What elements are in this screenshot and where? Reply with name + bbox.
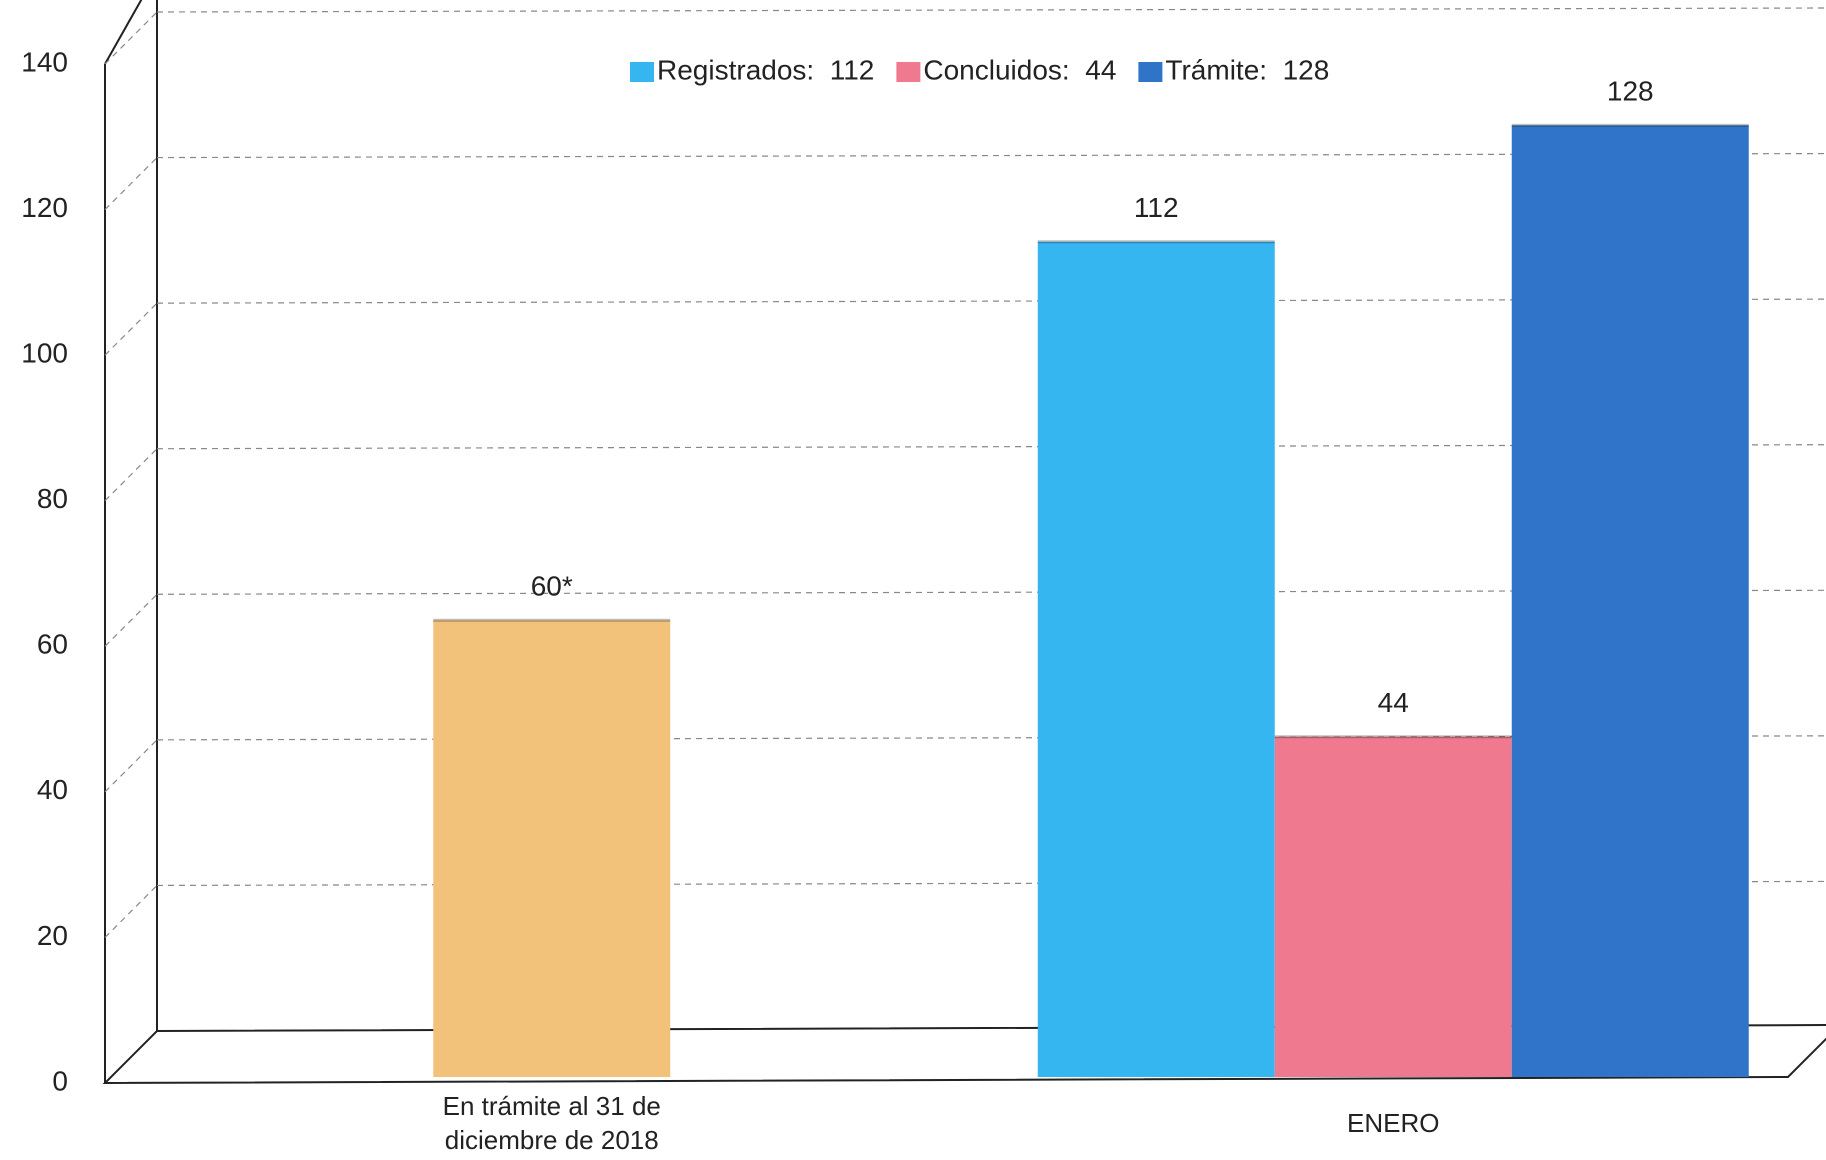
grid-depth-line [104, 11, 158, 65]
y-tick-label: 120 [21, 192, 68, 223]
grid-depth-line [104, 885, 158, 938]
x-tick-label: En trámite al 31 de diciembre de 2018 [442, 1091, 661, 1155]
bar [433, 620, 671, 1077]
y-tick-label: 60 [37, 629, 68, 660]
grid-depth-line [104, 302, 158, 356]
y-tick-label: 100 [21, 338, 68, 369]
floor [102, 1024, 1826, 1085]
legend-label: Trámite: 128 [1165, 54, 1329, 85]
grid-depth-line [104, 593, 158, 647]
data-label: 112 [1134, 192, 1179, 223]
y-tick-label: 140 [21, 46, 68, 77]
legend-label: Concluidos: 44 [923, 54, 1116, 85]
y-tick-label: 20 [37, 920, 68, 951]
grid-line [156, 7, 1826, 13]
bar [1274, 736, 1512, 1077]
y-tick-label: 80 [37, 483, 68, 514]
data-label: 128 [1607, 76, 1654, 107]
y-tick-label: 40 [37, 774, 68, 805]
legend-swatch [896, 62, 921, 82]
data-label: 60* [531, 571, 573, 602]
grid-depth-line [104, 739, 158, 793]
legend-swatch [630, 62, 654, 82]
y-tick-label: 0 [52, 1065, 68, 1096]
front-axis-top [104, 0, 143, 65]
grid-depth-line [104, 157, 158, 210]
x-tick-label: ENERO [1347, 1108, 1440, 1138]
legend-swatch [1138, 62, 1163, 82]
grid-depth-line [104, 448, 158, 502]
data-label: 44 [1378, 687, 1409, 718]
bar [1037, 241, 1275, 1078]
legend-label: Registrados: 112 [657, 54, 874, 85]
bar [1511, 125, 1749, 1078]
